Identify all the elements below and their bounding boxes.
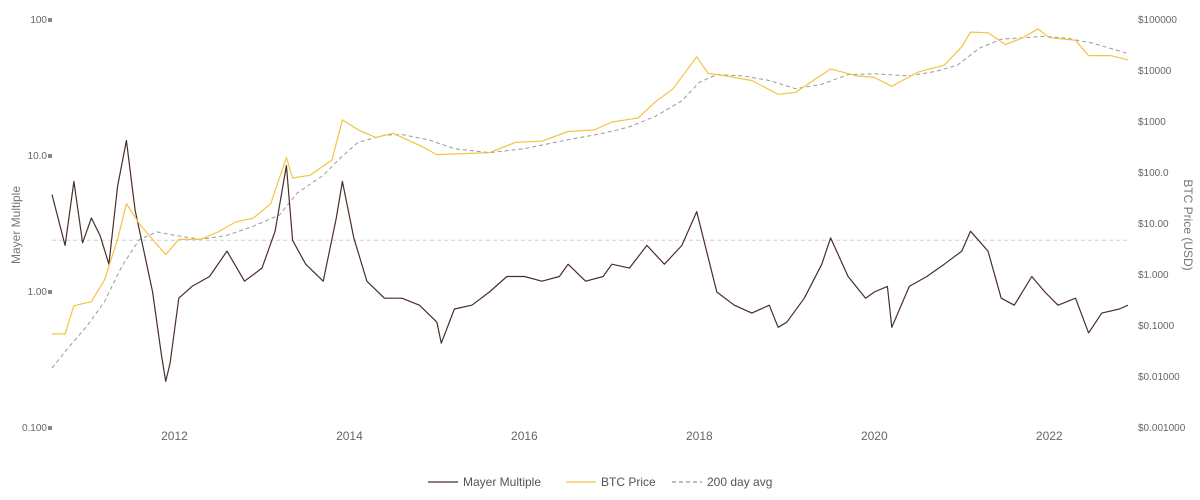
left-tick-marker bbox=[48, 154, 52, 158]
x-tick-label: 2020 bbox=[861, 429, 888, 443]
left-tick: 1.00 bbox=[28, 287, 52, 298]
x-axis-ticks: 2012 2014 2016 2018 2020 2022 bbox=[161, 429, 1063, 443]
right-tick-label: $10.00 bbox=[1138, 219, 1169, 230]
right-tick-label: $10000 bbox=[1138, 66, 1172, 77]
right-tick-label: $0.001000 bbox=[1138, 423, 1186, 434]
x-tick-label: 2018 bbox=[686, 429, 713, 443]
right-tick-label: $0.01000 bbox=[1138, 372, 1180, 383]
series-line-mayer-multiple bbox=[51, 139, 1129, 382]
legend: Mayer Multiple BTC Price 200 day avg bbox=[428, 475, 772, 489]
right-axis-ticks: $0.001000 $0.01000 $0.1000 $1.000 $10.00 $100… bbox=[1138, 15, 1186, 434]
x-tick-label: 2014 bbox=[336, 429, 363, 443]
left-tick-label: 100 bbox=[30, 15, 47, 26]
right-tick-label: $1.000 bbox=[1138, 270, 1169, 281]
right-tick-label: $1000 bbox=[1138, 117, 1166, 128]
left-tick-label: 0.100 bbox=[22, 423, 47, 434]
x-tick-label: 2016 bbox=[511, 429, 538, 443]
right-axis-title: BTC Price (USD) bbox=[1181, 179, 1195, 270]
legend-item-mayer-multiple[interactable]: Mayer Multiple bbox=[428, 475, 541, 489]
left-axis-title: Mayer Multiple bbox=[9, 186, 23, 264]
x-tick-label: 2022 bbox=[1036, 429, 1063, 443]
legend-item-200-day-avg[interactable]: 200 day avg bbox=[672, 475, 772, 489]
right-tick-label: $0.1000 bbox=[1138, 321, 1175, 332]
series-line-200-day-avg bbox=[51, 35, 1129, 369]
legend-label: BTC Price bbox=[601, 475, 656, 489]
left-tick-label: 10.0 bbox=[28, 151, 48, 162]
left-tick-marker bbox=[48, 426, 52, 430]
legend-label: Mayer Multiple bbox=[463, 475, 541, 489]
legend-item-btc-price[interactable]: BTC Price bbox=[566, 475, 656, 489]
series-layer bbox=[51, 28, 1129, 382]
left-tick-label: 1.00 bbox=[28, 287, 48, 298]
left-axis-ticks: 0.100 1.00 10.0 100 bbox=[22, 15, 52, 434]
legend-label: 200 day avg bbox=[707, 475, 772, 489]
x-tick-label: 2012 bbox=[161, 429, 188, 443]
left-tick: 0.100 bbox=[22, 423, 52, 434]
right-tick-label: $100.0 bbox=[1138, 168, 1169, 179]
left-tick: 100 bbox=[30, 15, 52, 26]
left-tick-marker bbox=[48, 290, 52, 294]
left-tick-marker bbox=[48, 18, 52, 22]
right-tick-label: $100000 bbox=[1138, 15, 1177, 26]
series-line-btc-price bbox=[52, 28, 1129, 335]
left-tick: 10.0 bbox=[28, 151, 52, 162]
